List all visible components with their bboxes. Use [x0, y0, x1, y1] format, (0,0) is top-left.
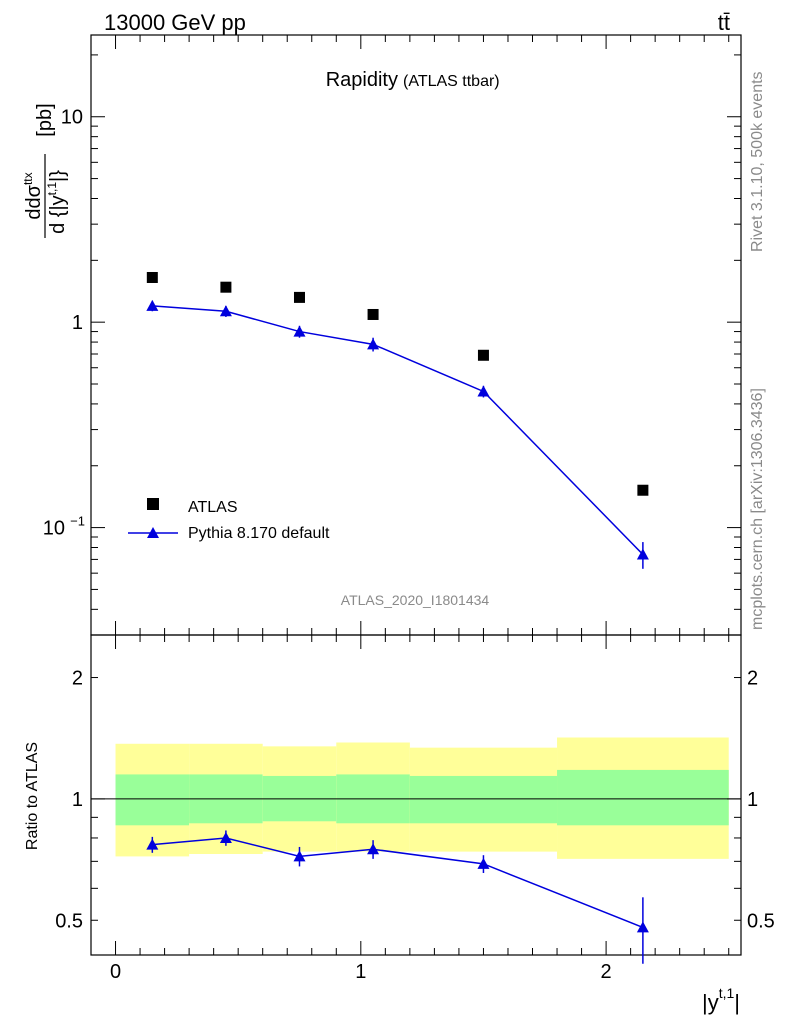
x-axis-label: |yt,1| [702, 985, 740, 1015]
atlas-point-1 [220, 281, 232, 293]
green-band-0 [115, 774, 190, 826]
green-band-5 [557, 769, 729, 826]
pythia-point-0 [146, 299, 159, 311]
ratio-ytick-label-1: 1 [72, 789, 83, 811]
x-tick-label-0: 0 [110, 961, 121, 983]
ratio-uncertainty-bands [115, 737, 729, 859]
ratio-frame [90, 634, 742, 956]
pythia-line [152, 305, 644, 555]
ratio-point-1 [219, 831, 232, 843]
main-plot-data [146, 271, 649, 569]
svg-text:ddσttx: ddσttx [21, 172, 45, 219]
svg-text:d {|yt,1|}: d {|yt,1|} [45, 170, 69, 234]
ratio-y-axis-label: Ratio to ATLAS [24, 742, 41, 850]
main-ytick-label-exp-2: −1 [70, 514, 85, 529]
main-y-axis-label: ddσttx d {|yt,1|} [pb] [21, 103, 69, 238]
main-plot-axes: 10 1 10 −1 [43, 34, 742, 636]
atlas-point-0 [146, 271, 158, 283]
pythia-point-3 [367, 338, 380, 350]
ratio-ytick-label-right-0: 2 [747, 668, 758, 690]
ratio-pythia-line [152, 837, 644, 929]
plot-subtitle: (ATLAS ttbar) [403, 73, 500, 90]
legend: ATLAS Pythia 8.170 default [128, 498, 330, 542]
legend-atlas-marker [147, 498, 159, 510]
x-tick-label-2: 2 [601, 961, 612, 983]
rivet-version-label: Rivet 3.1.10, 500k events [749, 71, 766, 252]
pythia-point-1 [219, 305, 232, 317]
header-final-state: tt̄ [718, 10, 730, 35]
atlas-point-5 [637, 484, 649, 496]
ratio-ytick-label-right-1: 1 [747, 789, 758, 811]
source-label: mcplots.cern.ch [arXiv:1306.3436] [749, 388, 766, 630]
green-band-4 [409, 775, 558, 824]
ratio-point-4 [477, 857, 490, 869]
pythia-point-5 [636, 548, 649, 560]
pythia-point-2 [293, 325, 306, 337]
ratio-ytick-label-0: 2 [72, 668, 83, 690]
ratio-point-5 [636, 921, 649, 933]
main-ytick-label-2: 10 [43, 518, 65, 540]
x-tick-label-1: 1 [355, 961, 366, 983]
legend-pythia-label: Pythia 8.170 default [188, 525, 330, 542]
ratio-point-0 [146, 838, 159, 850]
ratio-point-3 [367, 843, 380, 855]
svg-text:[pb]: [pb] [34, 103, 56, 136]
legend-pythia-marker [147, 527, 159, 538]
plot-title: Rapidity [326, 69, 398, 91]
main-ytick-label-0: 10 [61, 107, 83, 129]
ratio-point-2 [293, 850, 306, 862]
atlas-point-2 [293, 291, 305, 303]
pythia-point-4 [477, 385, 490, 397]
header-process: 13000 GeV pp [104, 10, 246, 35]
ratio-plot-axes: 2 1 0.5 2 1 0.5 0 1 2 [55, 634, 775, 983]
ratio-ytick-label-2: 0.5 [55, 910, 83, 932]
main-ytick-label-1: 1 [72, 312, 83, 334]
ratio-ytick-label-right-2: 0.5 [747, 910, 775, 932]
analysis-id-label: ATLAS_2020_I1801434 [341, 592, 490, 608]
atlas-point-3 [367, 308, 379, 320]
ratio-plot-data [146, 830, 649, 964]
legend-atlas-label: ATLAS [188, 499, 238, 516]
atlas-point-4 [477, 349, 489, 361]
